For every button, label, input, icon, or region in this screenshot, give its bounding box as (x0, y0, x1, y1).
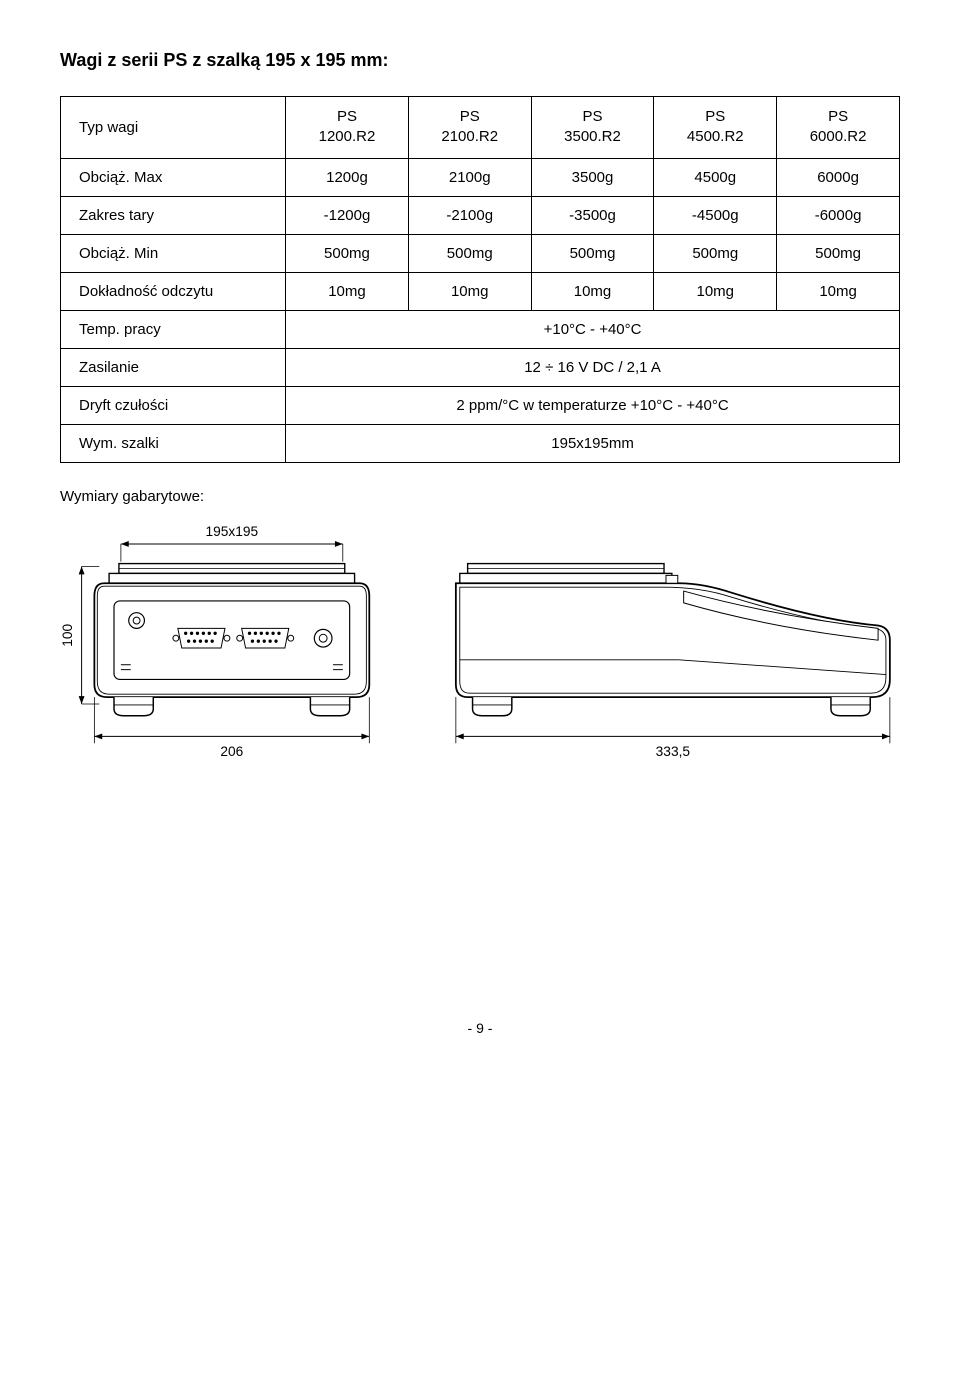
cell-full: 2 ppm/°C w temperaturze +10°C - +40°C (286, 386, 900, 424)
cell: -1200g (286, 196, 409, 234)
table-row: Obciąż. Min 500mg 500mg 500mg 500mg 500m… (61, 234, 900, 272)
cell-full: 195x195mm (286, 424, 900, 462)
cell: -2100g (408, 196, 531, 234)
row-header: Zasilanie (61, 348, 286, 386)
cell: -3500g (531, 196, 654, 234)
technical-drawings: 195x195 100 (60, 520, 900, 780)
cell-full: +10°C - +40°C (286, 310, 900, 348)
cell: 10mg (408, 272, 531, 310)
table-row: Zakres tary -1200g -2100g -3500g -4500g … (61, 196, 900, 234)
col-header: PS2100.R2 (408, 97, 531, 159)
dim-bottom-side-label: 333,5 (656, 744, 691, 759)
table-row: Typ wagi PS1200.R2 PS2100.R2 PS3500.R2 P… (61, 97, 900, 159)
table-row: Zasilanie 12 ÷ 16 V DC / 2,1 A (61, 348, 900, 386)
table-row: Wym. szalki 195x195mm (61, 424, 900, 462)
cell: -6000g (777, 196, 900, 234)
table-row: Dokładność odczytu 10mg 10mg 10mg 10mg 1… (61, 272, 900, 310)
cell: 6000g (777, 158, 900, 196)
dim-left-label: 100 (60, 623, 75, 646)
cell: 1200g (286, 158, 409, 196)
cell: 10mg (654, 272, 777, 310)
cell: 2100g (408, 158, 531, 196)
row-header: Dryft czułości (61, 386, 286, 424)
col-header: PS3500.R2 (531, 97, 654, 159)
cell: -4500g (654, 196, 777, 234)
page-title: Wagi z serii PS z szalką 195 x 195 mm: (60, 50, 900, 71)
cell: 500mg (286, 234, 409, 272)
row-header: Dokładność odczytu (61, 272, 286, 310)
table-row: Dryft czułości 2 ppm/°C w temperaturze +… (61, 386, 900, 424)
dim-top-label: 195x195 (205, 524, 258, 539)
front-view-drawing: 195x195 100 (60, 520, 423, 780)
row-header: Obciąż. Min (61, 234, 286, 272)
table-row: Temp. pracy +10°C - +40°C (61, 310, 900, 348)
row-header: Obciąż. Max (61, 158, 286, 196)
col-header: PS4500.R2 (654, 97, 777, 159)
cell: 10mg (286, 272, 409, 310)
dimensions-subtitle: Wymiary gabarytowe: (60, 488, 900, 505)
cell: 500mg (777, 234, 900, 272)
cell: 500mg (531, 234, 654, 272)
cell: 10mg (531, 272, 654, 310)
cell: 500mg (408, 234, 531, 272)
cell: 500mg (654, 234, 777, 272)
cell: 4500g (654, 158, 777, 196)
spec-table: Typ wagi PS1200.R2 PS2100.R2 PS3500.R2 P… (60, 96, 900, 463)
row-header-type: Typ wagi (61, 97, 286, 159)
page-number: - 9 - (60, 1020, 900, 1036)
side-view-drawing: 333,5 (448, 520, 900, 780)
col-header: PS1200.R2 (286, 97, 409, 159)
cell: 10mg (777, 272, 900, 310)
row-header: Temp. pracy (61, 310, 286, 348)
dim-bottom-front-label: 206 (220, 744, 243, 759)
cell: 3500g (531, 158, 654, 196)
table-row: Obciąż. Max 1200g 2100g 3500g 4500g 6000… (61, 158, 900, 196)
row-header: Zakres tary (61, 196, 286, 234)
row-header: Wym. szalki (61, 424, 286, 462)
col-header: PS6000.R2 (777, 97, 900, 159)
cell-full: 12 ÷ 16 V DC / 2,1 A (286, 348, 900, 386)
